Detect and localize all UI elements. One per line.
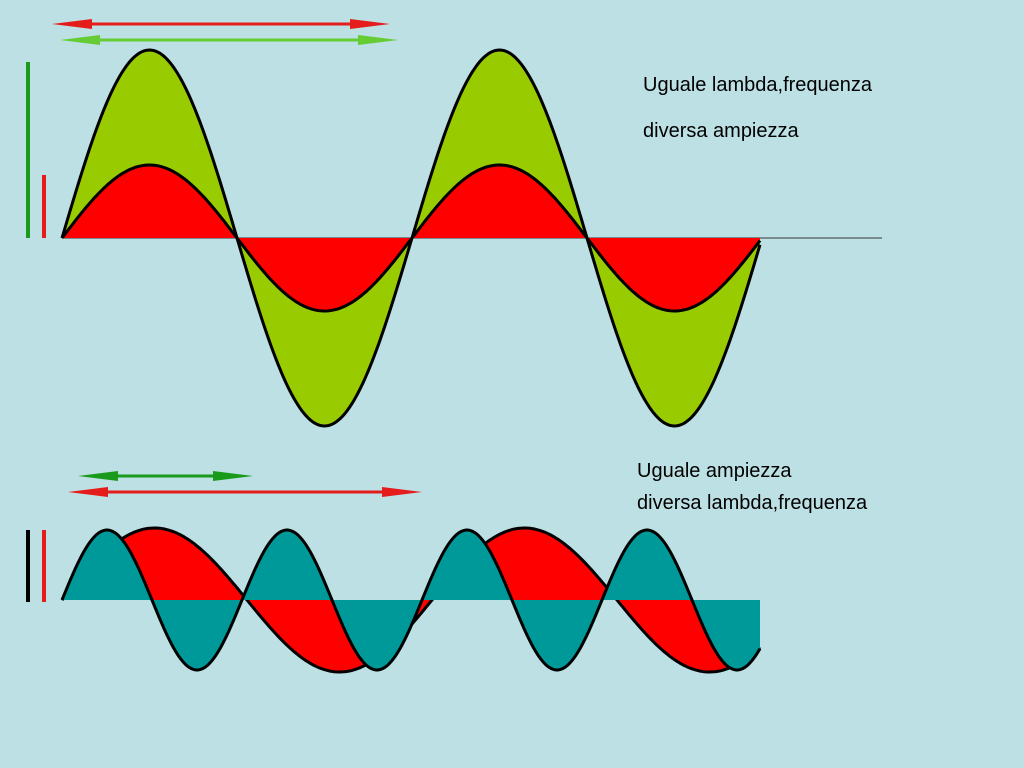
arrow-head xyxy=(60,35,100,45)
waves xyxy=(52,19,762,674)
arrow-head xyxy=(68,487,108,497)
arrow-head xyxy=(358,35,398,45)
arrow-head xyxy=(350,19,390,29)
wave-line xyxy=(60,163,762,313)
caption-line: diversa lambda,frequenza xyxy=(637,492,868,514)
wave-line xyxy=(60,528,762,672)
caption-line: Uguale ampiezza xyxy=(637,460,792,482)
caption-line: diversa ampiezza xyxy=(643,120,800,142)
arrow-head xyxy=(52,19,92,29)
arrow-head xyxy=(213,471,253,481)
caption-line: Uguale lambda,frequenza xyxy=(643,74,873,96)
arrow-head xyxy=(78,471,118,481)
arrow-head xyxy=(382,487,422,497)
